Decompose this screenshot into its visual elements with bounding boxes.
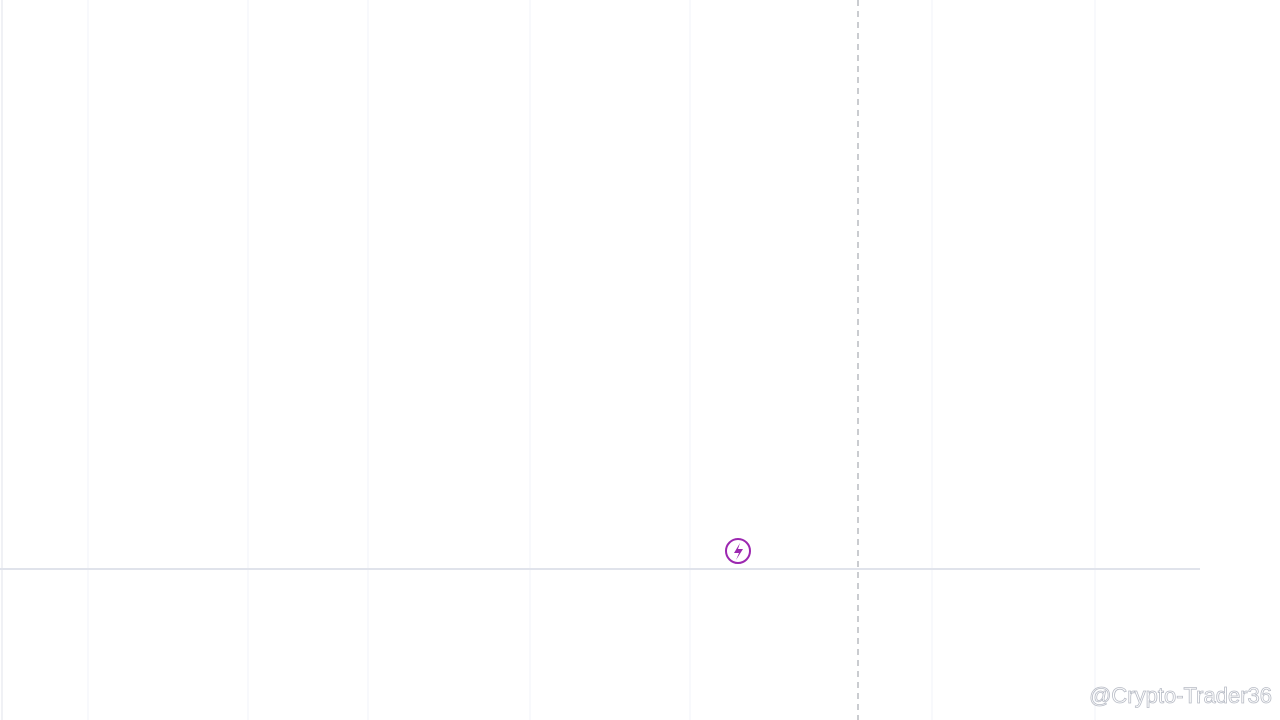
grid — [87, 0, 1096, 720]
watermark: @Crypto-Trader36 — [1089, 683, 1272, 708]
event-icon[interactable] — [725, 538, 751, 564]
lightning — [734, 543, 743, 560]
